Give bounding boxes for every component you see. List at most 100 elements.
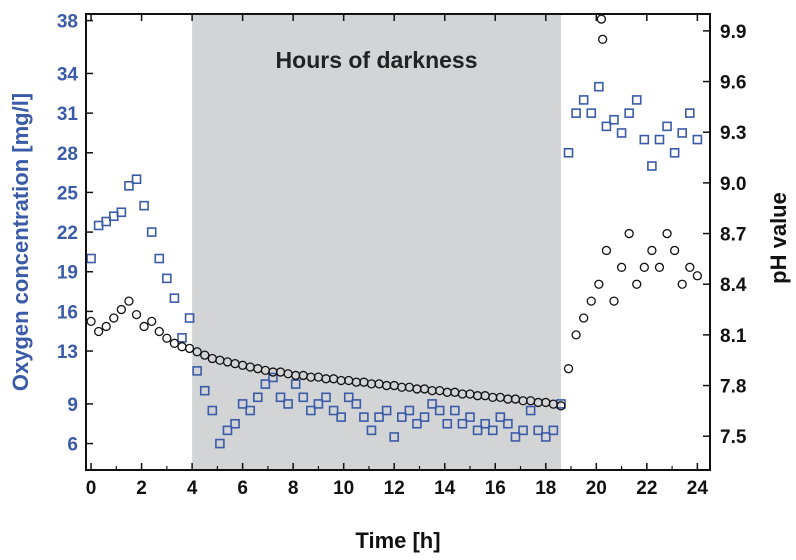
oxygen-point [313,399,324,409]
y-right-tick-label: 8.1 [720,326,747,347]
y-left-tick-label: 9 [67,395,78,416]
oxygen-point [290,379,301,389]
ph-point [93,326,104,337]
oxygen-point [578,95,589,105]
oxygen-point [495,412,506,422]
oxygen-point [177,333,187,343]
data-points-layer [86,14,703,449]
ph-point [147,316,157,327]
oxygen-point [268,372,278,383]
oxygen-point [594,81,604,92]
ph-point [139,321,149,332]
x-tick-label: 24 [687,478,709,499]
oxygen-point [480,418,490,429]
oxygen-point [381,405,392,416]
y-right-tick-label: 9.6 [720,73,746,94]
oxygen-point [139,200,149,211]
oxygen-point [215,438,225,449]
x-tick-label: 14 [434,478,456,499]
plot-frame-layer [85,13,711,471]
ph-point [177,342,187,352]
oxygen-point [525,405,536,416]
oxygen-point [639,134,650,145]
ph-point [124,296,134,306]
oxygen-point [162,273,172,284]
oxygen-point [692,134,703,145]
oxygen-point [684,108,695,118]
x-tick-label: 10 [333,478,354,499]
ph-point [109,313,119,323]
ph-point [563,364,574,374]
ph-point [594,279,604,289]
oxygen-point [434,405,445,416]
oxygen-point [116,207,127,218]
oxygen-point [465,412,475,422]
ph-point [579,313,589,323]
axis-ticks-layer: 0 2 4 6 8 10 12 14 16 18 20 22 246913161922252831343… [57,12,747,499]
y-right-tick-label: 8.4 [720,275,747,296]
x-tick-label: 8 [288,478,299,499]
oxygen-point [343,392,354,403]
ph-point [571,330,581,340]
y-left-tick-label: 28 [57,144,78,165]
ph-point [692,271,703,281]
ph-point [685,262,695,272]
x-tick-label: 16 [485,478,506,499]
darkness-band-label: Hours of darkness [276,47,478,73]
ph-point [639,262,649,272]
oxygen-point [586,108,597,118]
y-left-tick-label: 38 [57,12,78,33]
x-axis-title: Time [h] [355,528,440,553]
ph-series [86,228,703,411]
y-right-tick-label: 9.0 [720,174,746,195]
oxygen-point [669,147,680,158]
oxygen-point [207,405,218,416]
oxygen-point [571,108,581,118]
ph-point [601,245,612,256]
oxygen-point [199,385,210,396]
ph-point [192,347,202,357]
ph-point [86,316,96,327]
ph-point [586,296,596,306]
oxygen-point [563,147,574,158]
oxygen-point [389,432,400,442]
oxygen-point [662,121,672,132]
oxygen-point [548,425,559,436]
oxygen-point [283,399,293,409]
oxygen-point [328,405,339,416]
oxygen-point [510,432,521,442]
y-right-tick-label: 8.7 [720,225,746,246]
oxygen-point [419,412,430,422]
y-left-tick-label: 31 [57,104,79,125]
ph-point [624,228,634,239]
ph-point [654,262,665,272]
ph-point [632,279,642,289]
y-left-tick-label: 22 [57,223,78,244]
oxygen-point [321,392,331,403]
x-tick-label: 12 [384,478,405,499]
ph-point [597,34,608,44]
oxygen-point [412,418,422,429]
oxygen-series [86,81,703,449]
y-left-tick-label: 19 [57,263,78,284]
ph-point [131,309,142,320]
oxygen-point [192,366,202,376]
oxygen-point [631,95,642,105]
x-tick-label: 2 [136,478,147,499]
ph-point [616,262,627,272]
ph-point [116,304,127,315]
oxygen-point [86,253,96,264]
y-right-tick-label: 7.8 [720,377,746,398]
ph-outlier-points [596,14,608,44]
x-tick-label: 20 [586,478,607,499]
oxygen-point [260,379,271,389]
oxygen-point [472,425,483,436]
oxygen-point [245,405,256,416]
oxygen-point [131,174,142,185]
oxygen-point [230,418,240,429]
oxygen-point [404,405,415,416]
oxygen-point [450,405,460,416]
x-tick-label: 4 [187,478,198,499]
y-left-tick-label: 6 [67,435,78,456]
